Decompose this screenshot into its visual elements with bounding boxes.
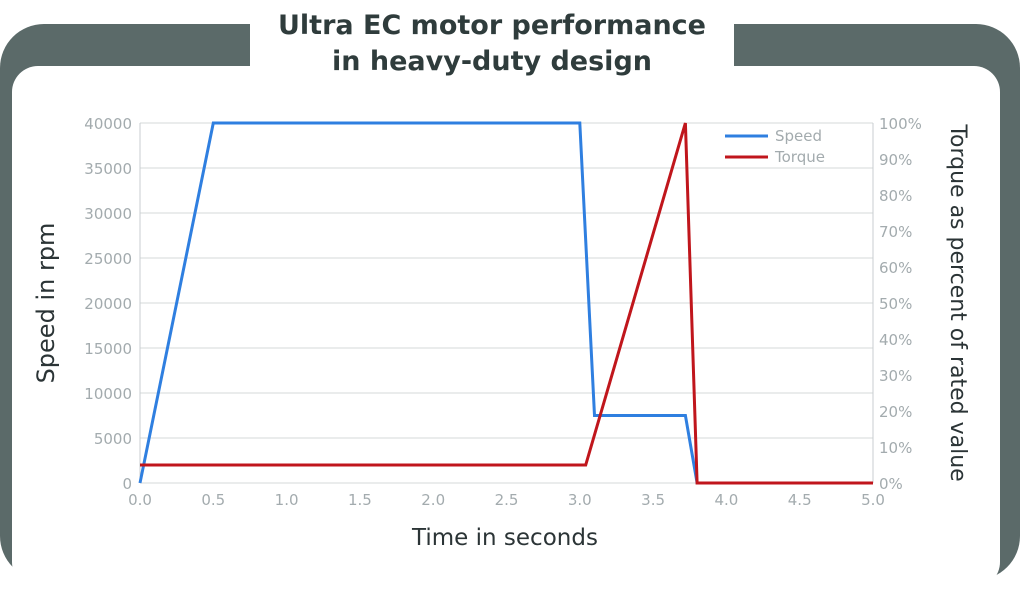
x-tick-label: 2.0 xyxy=(421,491,445,509)
y2-tick-label: 70% xyxy=(879,223,912,241)
y2-tick-label: 10% xyxy=(879,439,912,457)
title-line-2: in heavy-duty design xyxy=(331,46,652,77)
x-tick-label: 0.0 xyxy=(128,491,152,509)
x-tick-label: 4.0 xyxy=(714,491,738,509)
x-tick-label: 3.5 xyxy=(641,491,665,509)
y-tick-label: 10000 xyxy=(84,385,132,403)
x-tick-label: 5.0 xyxy=(861,491,885,509)
y2-tick-label: 20% xyxy=(879,403,912,421)
grid xyxy=(139,122,874,484)
y2-tick-label: 80% xyxy=(879,187,912,205)
x-tick-label: 3.0 xyxy=(568,491,592,509)
y-axis-title: Speed in rpm xyxy=(32,223,60,384)
y-tick-label: 35000 xyxy=(84,160,132,178)
y2-tick-label: 60% xyxy=(879,259,912,277)
y-tick-label: 5000 xyxy=(94,430,132,448)
x-tick-label: 2.5 xyxy=(495,491,519,509)
x-tick-label: 1.0 xyxy=(275,491,299,509)
tick-labels: 0 5000 10000 15000 20000 25000 30000 35000 40000… xyxy=(84,115,922,509)
legend: Speed Torque xyxy=(725,127,825,166)
y-tick-label: 40000 xyxy=(84,115,132,133)
chart-title: Ultra EC motor performance in heavy-duty… xyxy=(250,8,734,88)
x-tick-label: 1.5 xyxy=(348,491,372,509)
y-tick-label: 30000 xyxy=(84,205,132,223)
series-line-torque xyxy=(140,122,873,485)
chart-frame xyxy=(0,24,1020,588)
y2-tick-label: 40% xyxy=(879,331,912,349)
title-line-1: Ultra EC motor performance xyxy=(278,10,706,41)
y2-axis-title: Torque as percent of rated value xyxy=(945,123,970,481)
x-tick-label: 4.5 xyxy=(788,491,812,509)
y2-tick-label: 0% xyxy=(879,475,903,493)
series-lines xyxy=(138,121,873,485)
y-tick-label: 25000 xyxy=(84,250,132,268)
chart-panel xyxy=(12,66,1000,588)
y-tick-label: 15000 xyxy=(84,340,132,358)
y-tick-label: 0 xyxy=(122,475,132,493)
x-axis-title: Time in seconds xyxy=(411,525,598,551)
y-tick-label: 20000 xyxy=(84,295,132,313)
x-tick-label: 0.5 xyxy=(201,491,225,509)
y2-tick-label: 90% xyxy=(879,151,912,169)
y2-tick-label: 30% xyxy=(879,367,912,385)
legend-label-speed: Speed xyxy=(775,127,822,145)
legend-label-torque: Torque xyxy=(774,148,825,166)
y2-tick-label: 100% xyxy=(879,115,922,133)
y2-tick-label: 50% xyxy=(879,295,912,313)
